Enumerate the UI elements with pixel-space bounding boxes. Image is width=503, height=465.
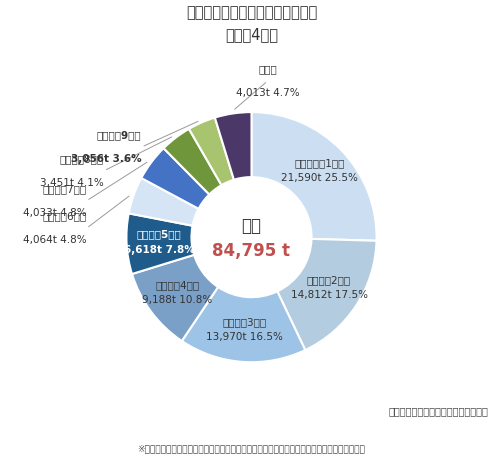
Wedge shape [182, 287, 305, 362]
Text: 香川県（9位）: 香川県（9位） [97, 130, 141, 140]
Text: 6,618t 7.8%: 6,618t 7.8% [124, 245, 195, 255]
Wedge shape [141, 148, 209, 209]
Text: 13,970t 16.5%: 13,970t 16.5% [206, 332, 283, 342]
Text: 3,451t 4.1%: 3,451t 4.1% [40, 178, 104, 188]
Text: 21,590t 25.5%: 21,590t 25.5% [281, 173, 358, 183]
Text: 徳島県（7位）: 徳島県（7位） [42, 184, 87, 194]
Title: ハマチ（ぶり）（養殖）の収獲量
（令和4年）: ハマチ（ぶり）（養殖）の収獲量 （令和4年） [186, 5, 317, 42]
Text: 高知県（6位）: 高知県（6位） [42, 212, 87, 221]
Text: 4,064t 4.8%: 4,064t 4.8% [23, 235, 87, 245]
Wedge shape [163, 129, 221, 194]
Text: 宮崎県（4位）: 宮崎県（4位） [155, 280, 199, 290]
Wedge shape [129, 178, 199, 226]
Text: 長崎県（5位）: 長崎県（5位） [137, 230, 182, 239]
Text: 熊本県（8位）: 熊本県（8位） [60, 154, 104, 164]
Wedge shape [277, 239, 377, 350]
Text: 全国: 全国 [241, 217, 262, 235]
Wedge shape [189, 118, 234, 185]
Text: その他: その他 [259, 64, 277, 74]
Text: 大分県（2位）: 大分県（2位） [307, 275, 351, 285]
Wedge shape [132, 255, 218, 341]
Text: 鹿児島県（1位）: 鹿児島県（1位） [294, 159, 345, 168]
Text: 3,056t 3.6%: 3,056t 3.6% [71, 154, 141, 164]
Text: ※データは単位未満で四捨五入しているため、合計と内訳の計が一致しない場合があります。: ※データは単位未満で四捨五入しているため、合計と内訳の計が一致しない場合がありま… [137, 444, 366, 453]
Wedge shape [252, 112, 377, 241]
Text: 愛媛県（3位）: 愛媛県（3位） [223, 317, 267, 327]
Text: 14,812t 17.5%: 14,812t 17.5% [291, 290, 368, 300]
Text: 4,033t 4.8%: 4,033t 4.8% [23, 208, 87, 218]
Text: 9,188t 10.8%: 9,188t 10.8% [142, 295, 212, 305]
Wedge shape [215, 112, 252, 180]
Text: 農林水産省「漁業・養殖業生産統計」: 農林水産省「漁業・養殖業生産統計」 [388, 406, 488, 417]
Wedge shape [126, 213, 194, 274]
Text: 84,795 t: 84,795 t [212, 242, 291, 260]
Text: 4,013t 4.7%: 4,013t 4.7% [236, 88, 300, 98]
